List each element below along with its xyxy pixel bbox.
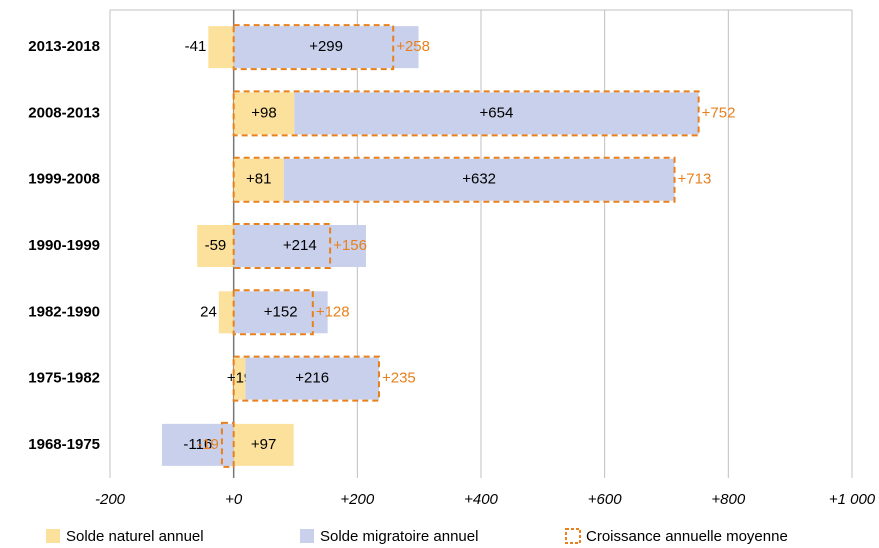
category-label: 1975-1982 [28,370,100,387]
x-tick-label: +400 [464,491,498,508]
legend-swatch [565,528,581,544]
total-label: +156 [333,237,367,254]
category-label: 1999-2008 [28,171,100,188]
total-outline [232,289,314,336]
bar-segment [233,92,295,135]
value-label: +654 [480,104,514,121]
value-label: -116 [183,436,212,453]
value-label: +632 [462,171,496,188]
bar-segment [218,291,234,334]
value-label: +97 [251,436,276,453]
total-label: +235 [382,370,416,387]
value-label: +81 [246,171,271,188]
total-label: +713 [678,171,712,188]
bar-segment [233,26,419,69]
value-label: 24 [200,303,217,320]
value-label: +98 [251,104,276,121]
legend-label: Croissance annuelle moyenne [586,528,788,545]
category-label: 1982-1990 [28,303,100,320]
bar-segment [233,357,246,400]
total-label: +128 [316,303,350,320]
total-outline [232,355,380,402]
value-label: +214 [283,237,317,254]
value-label: -59 [205,237,227,254]
x-tick-label: +0 [225,491,243,508]
x-tick-label: +200 [340,491,374,508]
x-tick-label: +1 000 [829,491,876,508]
total-outline [232,90,700,137]
bar-segment [233,158,284,201]
total-outline [232,24,395,71]
category-label: 1990-1999 [28,237,100,254]
bar-segment [245,357,379,400]
bar-segment [283,158,675,201]
legend-label: Solde migratoire annuel [320,528,478,545]
bar-segment [294,92,699,135]
total-outline [232,156,676,203]
x-tick-label: -200 [95,491,126,508]
legend-swatch [46,529,60,543]
total-label: -19 [197,436,219,453]
bar-segment [233,225,366,267]
value-label: +299 [309,38,343,55]
category-label: 2008-2013 [28,104,100,121]
bar-segment [197,225,234,267]
total-label: +258 [396,38,430,55]
total-label: +752 [702,104,736,121]
bar-segment [208,26,234,69]
value-label: +216 [295,370,329,387]
x-tick-label: +800 [711,491,745,508]
category-label: 1968-1975 [28,436,100,453]
value-label: -41 [185,38,207,55]
total-outline [220,421,235,468]
legend-label: Solde naturel annuel [66,528,204,545]
x-tick-label: +600 [588,491,622,508]
value-label: +152 [264,303,298,320]
legend-swatch [300,529,314,543]
bar-segment [233,423,294,466]
category-label: 2013-2018 [28,38,100,55]
